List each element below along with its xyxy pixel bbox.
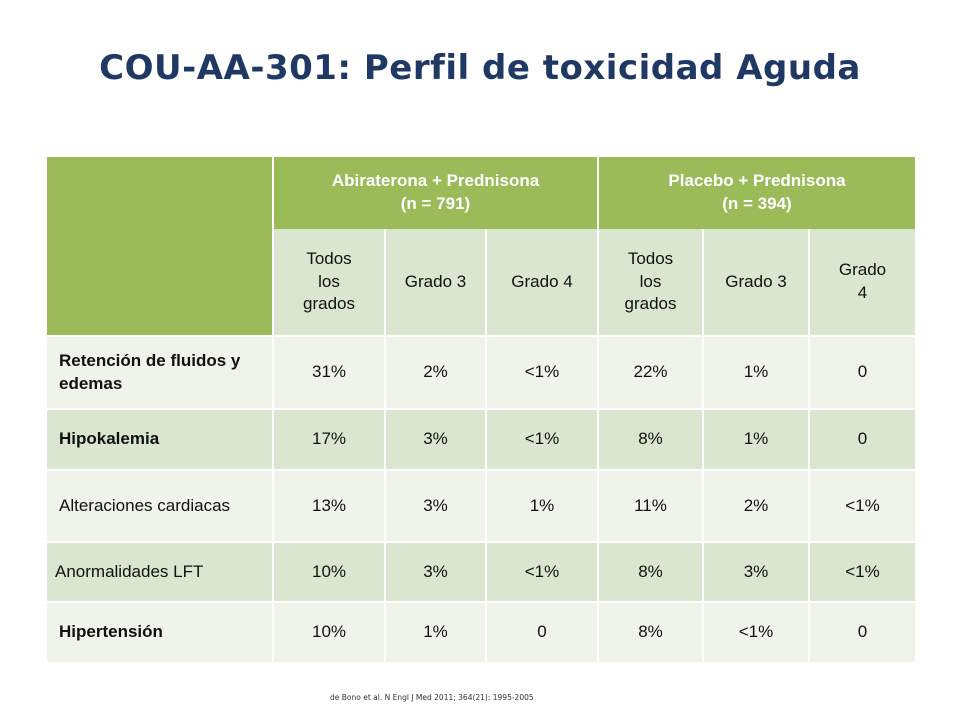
row-label: Hipertensión xyxy=(47,601,273,662)
table-cell: 0 xyxy=(808,335,915,409)
table-cell: <1% xyxy=(485,335,598,409)
group-header-n: (n = 791) xyxy=(400,194,471,213)
table-cell: 0 xyxy=(808,601,915,662)
table-cell: 0 xyxy=(808,408,915,470)
table-cell: 11% xyxy=(597,469,703,542)
table-cell: 3% xyxy=(384,408,486,470)
group-header-n: (n = 394) xyxy=(722,194,792,213)
table-cell: 22% xyxy=(597,335,703,409)
row-label: Hipokalemia xyxy=(47,408,273,470)
toxicity-table: Abiraterona + Prednisona (n = 791) Place… xyxy=(47,157,915,662)
table-group-header-row: Abiraterona + Prednisona (n = 791) Place… xyxy=(47,157,915,336)
subheader-cell: Todos los grados xyxy=(597,229,703,336)
table-row: Hipokalemia 17% 3% <1% 8% 1% 0 xyxy=(47,408,915,470)
subheader-cell: Grado 4 xyxy=(485,229,598,336)
group-header-placebo: Placebo + Prednisona (n = 394) xyxy=(597,157,915,229)
table-cell: 2% xyxy=(702,469,809,542)
table-row: Anormalidades LFT 10% 3% <1% 8% 3% <1% xyxy=(47,541,915,602)
table-cell: 1% xyxy=(485,469,598,542)
subheader-cell: Todos los grados xyxy=(272,229,385,336)
table-cell: <1% xyxy=(808,541,915,602)
table-cell: 2% xyxy=(384,335,486,409)
table-cell: 3% xyxy=(702,541,809,602)
table-cell: <1% xyxy=(702,601,809,662)
table-corner-cell xyxy=(47,157,273,336)
table-cell: 3% xyxy=(384,541,486,602)
table-subheader-row: Todos los grados Grado 3 Grado 4 Todos l… xyxy=(47,229,915,336)
table-row: Hipertensión 10% 1% 0 8% <1% 0 xyxy=(47,601,915,662)
table-cell: <1% xyxy=(808,469,915,542)
table-cell: 0 xyxy=(485,601,598,662)
table-row: Retención de fluidos y edemas 31% 2% <1%… xyxy=(47,335,915,409)
table-cell: 10% xyxy=(272,601,385,662)
table-cell: 1% xyxy=(702,335,809,409)
subheader-cell: Grado 3 xyxy=(384,229,486,336)
group-header-abiraterona: Abiraterona + Prednisona (n = 791) xyxy=(272,157,598,229)
table-cell: 8% xyxy=(597,541,703,602)
row-label: Alteraciones cardiacas xyxy=(47,469,273,542)
group-header-title: Abiraterona + Prednisona xyxy=(331,171,540,191)
slide-title: COU-AA-301: Perfil de toxicidad Aguda xyxy=(99,48,861,88)
citation: de Bono et al. N Engl J Med 2011; 364(21… xyxy=(330,693,534,702)
table-row: Alteraciones cardiacas 13% 3% 1% 11% 2% … xyxy=(47,469,915,542)
subheader-cell: Grado 4 xyxy=(808,229,915,336)
subheader-cell: Grado 3 xyxy=(702,229,809,336)
table-cell: 1% xyxy=(384,601,486,662)
row-label: Anormalidades LFT xyxy=(47,541,273,602)
table-cell: 8% xyxy=(597,601,703,662)
group-header-title: Placebo + Prednisona xyxy=(668,171,846,191)
table-cell: 8% xyxy=(597,408,703,470)
table-cell: 31% xyxy=(272,335,385,409)
table-cell: <1% xyxy=(485,541,598,602)
table-cell: 1% xyxy=(702,408,809,470)
row-label: Retención de fluidos y edemas xyxy=(47,335,273,409)
table-cell: <1% xyxy=(485,408,598,470)
table-cell: 13% xyxy=(272,469,385,542)
table-cell: 10% xyxy=(272,541,385,602)
table-cell: 3% xyxy=(384,469,486,542)
table-cell: 17% xyxy=(272,408,385,470)
